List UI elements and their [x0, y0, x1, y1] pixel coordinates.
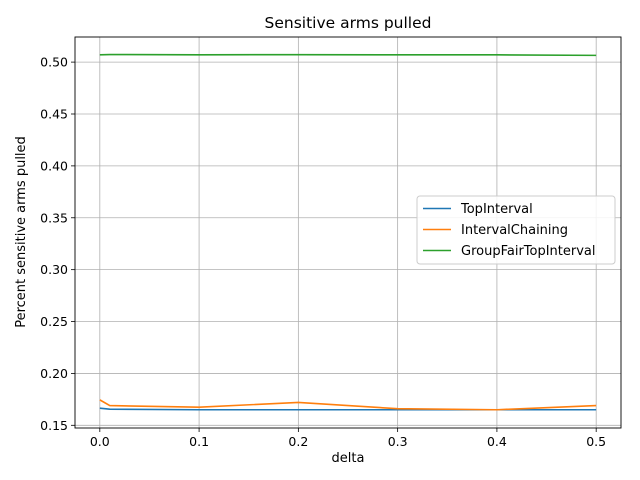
x-tick-label: 0.2 — [288, 434, 308, 449]
x-tick-label: 0.5 — [586, 434, 606, 449]
chart-title: Sensitive arms pulled — [265, 14, 432, 32]
x-tick-label: 0.4 — [487, 434, 507, 449]
y-tick-label: 0.45 — [40, 106, 68, 121]
y-tick-label: 0.30 — [40, 262, 68, 277]
x-tick-label: 0.3 — [388, 434, 408, 449]
legend-box — [416, 195, 616, 265]
x-tick-label: 0.1 — [189, 434, 209, 449]
y-tick-label: 0.15 — [40, 418, 68, 433]
y-tick-label: 0.20 — [40, 366, 68, 381]
x-tick-label: 0.0 — [90, 434, 110, 449]
legend-label-interval-chaining: IntervalChaining — [461, 223, 568, 238]
y-tick-label: 0.35 — [40, 210, 68, 225]
series-line-interval-chaining — [99, 399, 597, 411]
legend-label-top-interval: TopInterval — [460, 202, 533, 217]
series-line-group-fair-top-interval — [99, 53, 597, 57]
y-tick-label: 0.50 — [40, 55, 68, 70]
y-tick-label: 0.25 — [40, 314, 68, 329]
legend-label-group-fair-top-interval: GroupFairTopInterval — [461, 244, 596, 259]
legend: TopInterval IntervalChaining GroupFairTopI… — [416, 195, 616, 265]
x-axis-label: delta — [332, 451, 365, 466]
y-tick-label: 0.40 — [40, 158, 68, 173]
y-axis-label: Percent sensitive arms pulled — [14, 136, 29, 328]
plot-frame — [74, 36, 622, 429]
axis-ticks: 0.0 0.1 0.2 0.3 0.4 0.5 0.15 0.20 0.25 0.30 0.35 0.… — [40, 55, 606, 449]
series-lines — [99, 53, 597, 411]
